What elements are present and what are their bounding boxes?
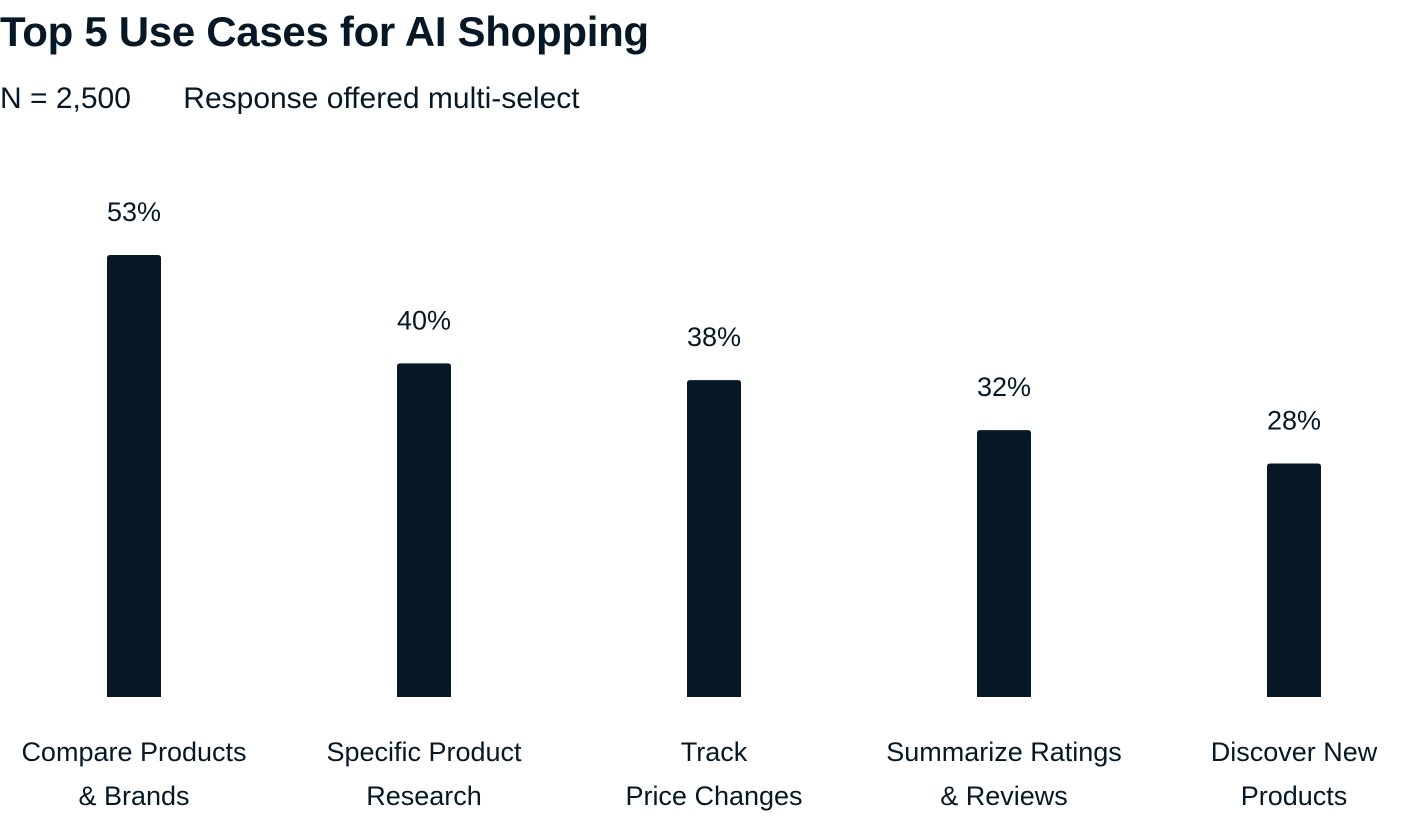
bar-value-label: 28% <box>1267 405 1321 435</box>
bar-value-label: 32% <box>977 372 1031 402</box>
category-label: Summarize Ratings <box>886 737 1122 767</box>
category-labels-group: Compare Products & Brands Specific Product… <box>21 737 1377 811</box>
category-label: Price Changes <box>625 781 802 811</box>
bar-value-label: 53% <box>107 197 161 227</box>
category-label: Track <box>681 737 748 767</box>
bar-value-label: 38% <box>687 322 741 352</box>
sample-size: N = 2,500 <box>0 82 131 115</box>
bar <box>107 255 161 697</box>
bar-value-label: 40% <box>397 305 451 335</box>
bar <box>687 380 741 697</box>
category-label: & Brands <box>78 781 189 811</box>
chart-title: Top 5 Use Cases for AI Shopping <box>0 8 649 55</box>
category-label: Specific Product <box>326 737 522 767</box>
bar <box>1267 463 1321 697</box>
response-note: Response offered multi-select <box>183 82 580 115</box>
bar <box>977 430 1031 697</box>
chart-subtitle: N = 2,500 Response offered multi-select <box>0 82 580 116</box>
category-label: Products <box>1241 781 1348 811</box>
category-label: Research <box>366 781 482 811</box>
category-label: & Reviews <box>940 781 1068 811</box>
category-label: Discover New <box>1211 737 1378 767</box>
category-label: Compare Products <box>21 737 246 767</box>
bar <box>397 363 451 697</box>
value-labels-group: 53% 40% 38% 32% 28% <box>107 197 1321 435</box>
bars-group <box>107 255 1321 697</box>
